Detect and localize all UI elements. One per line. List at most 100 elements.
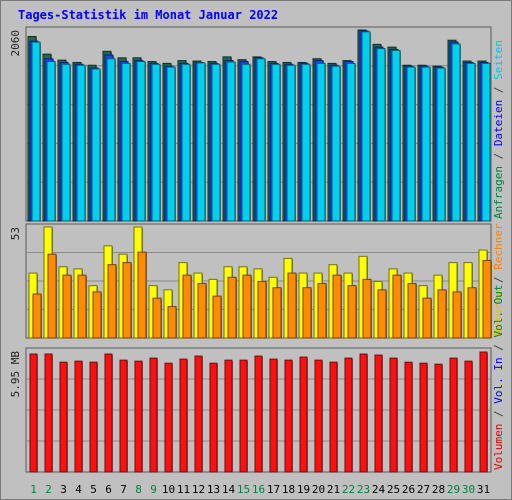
x-tick-label: 4: [75, 483, 82, 496]
bar-volumen: [89, 361, 98, 473]
x-tick-label: 12: [192, 483, 205, 496]
bar-volumen: [164, 362, 173, 473]
bar-volumen: [374, 354, 383, 473]
bar-volumen: [224, 359, 233, 473]
bar-seiten: [301, 63, 311, 222]
x-tick-label: 3: [60, 483, 67, 496]
bar-seiten: [406, 66, 416, 222]
bar-rechner: [347, 285, 357, 339]
bar-seiten: [136, 61, 146, 222]
legend-separator: /: [492, 80, 505, 100]
bar-rechner: [62, 274, 72, 339]
bar-volumen: [209, 362, 218, 473]
x-tick-label: 22: [342, 483, 355, 496]
bar-rechner: [77, 274, 87, 339]
legend-entry: Vol. Out: [492, 285, 505, 338]
panel-volume: 5.95 MB Volumen / Vol. In / Vol. Out: [9, 285, 505, 473]
x-tick-label: 11: [177, 483, 190, 496]
bar-volumen: [344, 357, 353, 473]
x-tick-label: 6: [105, 483, 112, 496]
bar-seiten: [211, 63, 221, 222]
bar-seiten: [106, 58, 116, 222]
x-tick-label: 14: [222, 483, 236, 496]
bar-volumen: [74, 360, 83, 473]
bar-seiten: [181, 63, 191, 222]
bar-rechner: [272, 287, 282, 339]
y-max-tick-label: 53: [9, 227, 22, 240]
x-tick-label: 17: [267, 483, 280, 496]
bar-rechner: [152, 297, 162, 339]
bar-seiten: [391, 49, 401, 222]
legend-separator: /: [492, 146, 505, 166]
y-max-tick-label: 2060: [9, 30, 22, 57]
panel-requests: 2060 Anfragen / Dateien / Seiten: [9, 26, 505, 222]
x-tick-label: 15: [237, 483, 250, 496]
bar-seiten: [61, 63, 71, 222]
bar-seiten: [121, 62, 131, 222]
bar-volumen: [314, 359, 323, 473]
x-tick-label: 25: [387, 483, 400, 496]
x-tick-label: 26: [402, 483, 415, 496]
bar-rechner: [197, 283, 207, 339]
x-tick-label: 16: [252, 483, 265, 496]
x-tick-label: 21: [327, 483, 340, 496]
bar-rechner: [437, 289, 447, 339]
bar-rechner: [182, 274, 192, 339]
bar-volumen: [479, 351, 488, 473]
bar-rechner: [32, 293, 42, 339]
x-tick-label: 13: [207, 483, 220, 496]
bar-volumen: [44, 353, 53, 473]
bar-rechner: [362, 278, 372, 339]
bar-rechner: [122, 262, 132, 339]
x-tick-label: 2: [45, 483, 52, 496]
bar-volumen: [29, 353, 38, 473]
bar-seiten: [166, 66, 176, 222]
bar-rechner: [227, 276, 237, 339]
bar-volumen: [464, 360, 473, 473]
bar-seiten: [466, 62, 476, 222]
bar-seiten: [31, 41, 41, 222]
bar-volumen: [404, 361, 413, 473]
bar-rechner: [287, 272, 297, 339]
x-axis-labels: 1 2 3 4 5 6 7 8 9 10 11 12 13 14 15 16 17 18 19 20 21 22 23 24 2…: [30, 483, 490, 496]
bar-seiten: [196, 62, 206, 222]
x-tick-label: 7: [120, 483, 127, 496]
bar-rechner: [242, 274, 252, 339]
bar-rechner: [482, 260, 492, 339]
x-tick-label: 30: [462, 483, 475, 496]
x-tick-label: 5: [90, 483, 97, 496]
legend-separator: /: [492, 270, 505, 290]
bar-volumen: [329, 361, 338, 473]
bar-seiten: [361, 31, 371, 222]
bar-seiten: [226, 61, 236, 222]
bar-volumen: [179, 358, 188, 473]
x-tick-label: 24: [372, 483, 386, 496]
bar-volumen: [254, 355, 263, 473]
bar-rechner: [47, 253, 57, 339]
legend-entry: Besuche: [492, 290, 505, 336]
bar-volumen: [419, 362, 428, 473]
x-tick-label: 31: [477, 483, 490, 496]
bar-seiten: [316, 62, 326, 222]
bar-seiten: [46, 61, 56, 222]
bar-rechner: [452, 291, 462, 339]
bar-volumen: [134, 360, 143, 473]
bar-rechner: [212, 295, 222, 339]
bar-volumen: [359, 353, 368, 473]
x-tick-label: 18: [282, 483, 295, 496]
bar-rechner: [317, 283, 327, 339]
bar-volumen: [149, 357, 158, 473]
bar-rechner: [302, 287, 312, 339]
page-title: Tages-Statistik im Monat Januar 2022: [18, 8, 279, 22]
legend-requests: Anfragen / Dateien / Seiten: [492, 40, 505, 219]
bar-volumen: [119, 359, 128, 473]
legend-entry: Rechner: [492, 223, 505, 270]
bar-seiten: [91, 68, 101, 222]
panel-visits: 53 Besuche / Rechner: [9, 223, 505, 339]
x-tick-label: 8: [135, 483, 142, 496]
bar-seiten: [241, 63, 251, 222]
bar-seiten: [376, 48, 386, 222]
bar-rechner: [257, 280, 267, 339]
legend-entry: Dateien: [492, 100, 505, 146]
bar-volumen: [434, 363, 443, 473]
